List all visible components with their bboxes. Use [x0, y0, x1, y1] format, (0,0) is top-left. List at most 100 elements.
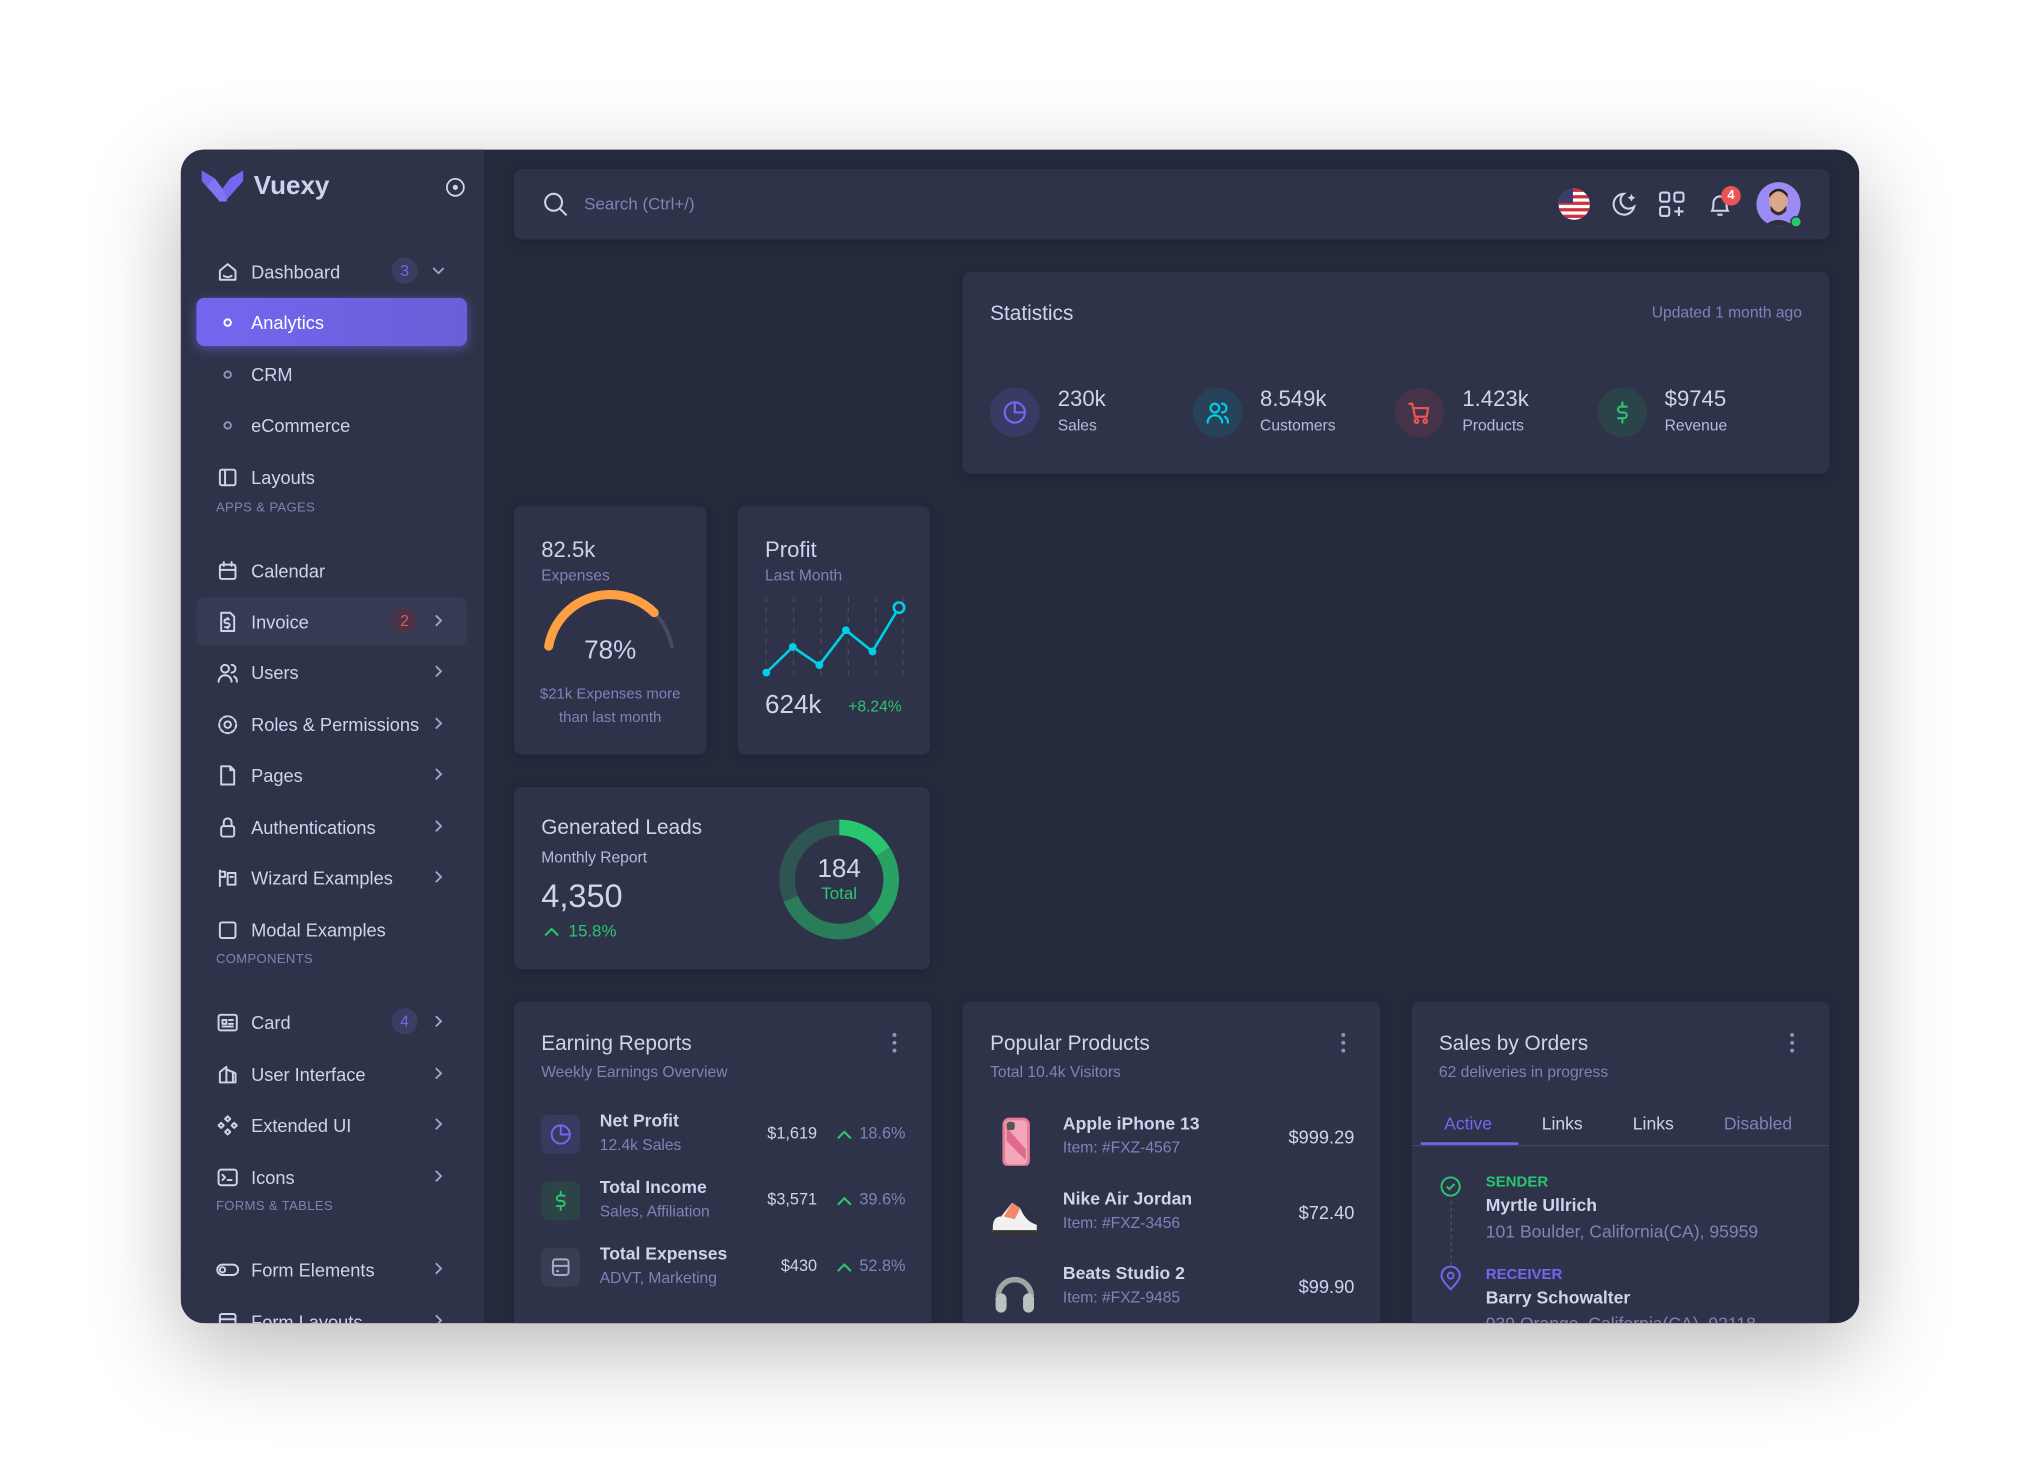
stat-label: Customers — [1260, 416, 1336, 435]
donut-segment — [838, 819, 890, 857]
stat-icon-wrap — [1597, 387, 1647, 438]
online-status-dot — [1790, 215, 1802, 228]
sidebar-item-label: Calendar — [251, 560, 326, 581]
sidebar-item-label: Authentications — [251, 816, 376, 838]
leads-total-label: Total — [821, 883, 858, 903]
tab-links-2[interactable]: Links — [1632, 1113, 1674, 1134]
sidebar-item-form-layouts[interactable]: Form Layouts — [196, 1297, 467, 1324]
sidebar-item-authentications[interactable]: Authentications — [196, 803, 467, 851]
sidebar-item-ecommerce[interactable]: eCommerce — [196, 401, 467, 449]
expenses-gauge — [544, 590, 674, 651]
earning-row: Total Expenses ADVT, Marketing $430 52.8… — [541, 1243, 906, 1296]
leads-title: Generated Leads — [541, 817, 703, 840]
search-input[interactable]: Search (Ctrl+/) — [584, 193, 695, 214]
sidebar-item-dashboard[interactable]: Dashboard 3 — [196, 247, 467, 295]
us-flag-icon[interactable] — [1557, 187, 1591, 221]
dark-mode-moon-icon[interactable] — [1609, 190, 1638, 219]
sidebar-item-users[interactable]: Users — [196, 648, 467, 696]
user-avatar[interactable] — [1756, 182, 1801, 227]
home-icon — [218, 263, 237, 281]
orders-title: Sales by Orders — [1438, 1033, 1589, 1056]
sidebar-item-extended-ui[interactable]: Extended UI — [196, 1101, 467, 1149]
sidebar-item-label: CRM — [251, 363, 293, 385]
product-row[interactable]: Nike Air Jordan Item: #FXZ-3456 $72.40 — [990, 1188, 1354, 1243]
stat-value: 1.423k — [1462, 386, 1529, 412]
sender-tag: SENDER — [1485, 1174, 1549, 1191]
file-icon — [220, 765, 236, 786]
chevron-right-icon — [435, 1262, 443, 1275]
sidebar-item-invoice[interactable]: Invoice 2 — [196, 597, 468, 646]
tab-links-1[interactable]: Links — [1541, 1113, 1583, 1134]
users-icon — [1205, 402, 1229, 424]
gauge-fill — [544, 590, 659, 651]
terminal-icon — [217, 1168, 238, 1187]
brand-logo[interactable]: Vuexy — [201, 170, 329, 202]
count-badge: 2 — [391, 607, 418, 634]
profit-change: +8.24% — [848, 697, 902, 716]
sidebar-item-wizard-examples[interactable]: Wizard Examples — [196, 853, 467, 901]
sender-name: Myrtle Ullrich — [1485, 1195, 1598, 1216]
sidebar-item-label: Extended UI — [251, 1114, 352, 1136]
product-price: $99.90 — [1298, 1276, 1355, 1298]
earning-change: 18.6% — [859, 1124, 906, 1143]
sidebar-item-label: Users — [251, 661, 299, 683]
chevron-right-icon — [435, 665, 443, 678]
sidebar-item-label: Analytics — [251, 311, 324, 333]
sidebar-toggle-icon[interactable] — [445, 177, 466, 198]
receiver-address: 939 Orange, California(CA), 92118 — [1486, 1314, 1756, 1323]
dot-icon — [223, 421, 232, 430]
sidebar-item-roles-permissions[interactable]: Roles & Permissions — [196, 700, 467, 748]
product-row[interactable]: Apple iPhone 13 Item: #FXZ-4567 $999.29 — [990, 1114, 1354, 1169]
expenses-note: $21k Expenses more than last month — [539, 686, 681, 726]
chevron-right-icon — [435, 717, 443, 730]
donut-segment — [779, 819, 840, 902]
sidebar-item-card[interactable]: Card 4 — [196, 998, 467, 1046]
sidebar-item-modal-examples[interactable]: Modal Examples — [196, 906, 467, 954]
card-icon — [217, 1013, 238, 1032]
stat-icon-wrap — [990, 387, 1040, 438]
profit-title: Profit — [764, 537, 817, 563]
popular-products-card: Popular Products Total 10.4k Visitors Ap… — [962, 1001, 1381, 1324]
product-name: Apple iPhone 13 — [1062, 1113, 1200, 1134]
arrow-up-icon — [837, 1263, 852, 1272]
sidebar-item-icons[interactable]: Icons — [196, 1153, 467, 1201]
bell-icon[interactable] — [1706, 190, 1735, 219]
generated-leads-card: Generated Leads Monthly Report 4,350 15.… — [513, 787, 931, 970]
leads-change: 15.8% — [568, 921, 617, 941]
expenses-card: 82.5k Expenses 78% $21k Expenses more th… — [513, 506, 707, 755]
shortcuts-grid-icon[interactable] — [1659, 191, 1685, 218]
earning-name: Total Expenses — [599, 1243, 728, 1264]
sidebar-item-analytics[interactable]: Analytics — [196, 297, 468, 347]
tab-disabled: Disabled — [1723, 1113, 1793, 1134]
sender-address: 101 Boulder, California(CA), 95959 — [1485, 1221, 1759, 1242]
square-icon — [218, 921, 237, 940]
product-price: $72.40 — [1298, 1201, 1355, 1223]
sidebar-item-layouts[interactable]: Layouts — [196, 453, 467, 501]
popular-more-menu-icon[interactable] — [1341, 1033, 1346, 1054]
stat-label: Sales — [1057, 416, 1097, 435]
search-icon[interactable] — [543, 191, 569, 217]
expenses-value: 82.5k — [541, 537, 596, 563]
product-row[interactable]: Beats Studio 2 Item: #FXZ-9485 $99.90 — [990, 1263, 1354, 1318]
ui-icon — [218, 1065, 237, 1084]
sidebar: Vuexy APPS & PAGES COMPONENTS FORMS & TABL… — [180, 149, 484, 1324]
pie-icon — [1003, 401, 1026, 424]
earning-more-menu-icon[interactable] — [892, 1033, 897, 1054]
sidebar-item-crm[interactable]: CRM — [196, 350, 467, 398]
orders-more-menu-icon[interactable] — [1790, 1033, 1795, 1054]
sidebar-item-label: Form Layouts — [251, 1310, 363, 1324]
sidebar-item-pages[interactable]: Pages — [196, 751, 467, 799]
chevron-down-icon — [432, 267, 445, 275]
dot-icon — [223, 318, 232, 327]
avatar-face-icon — [1762, 188, 1795, 227]
arrow-up-icon — [837, 1130, 852, 1140]
section-label: FORMS & TABLES — [215, 1199, 334, 1214]
sidebar-item-form-elements[interactable]: Form Elements — [196, 1245, 467, 1293]
sidebar-item-calendar[interactable]: Calendar — [196, 546, 467, 594]
earning-reports-card: Earning Reports Weekly Earnings Overview… — [513, 1001, 932, 1324]
wizard-icon — [218, 869, 237, 887]
sidebar-item-user-interface[interactable]: User Interface — [196, 1050, 467, 1098]
product-item-code: Item: #FXZ-4567 — [1062, 1138, 1181, 1157]
profit-line — [765, 606, 901, 674]
tab-active[interactable]: Active — [1444, 1113, 1492, 1134]
